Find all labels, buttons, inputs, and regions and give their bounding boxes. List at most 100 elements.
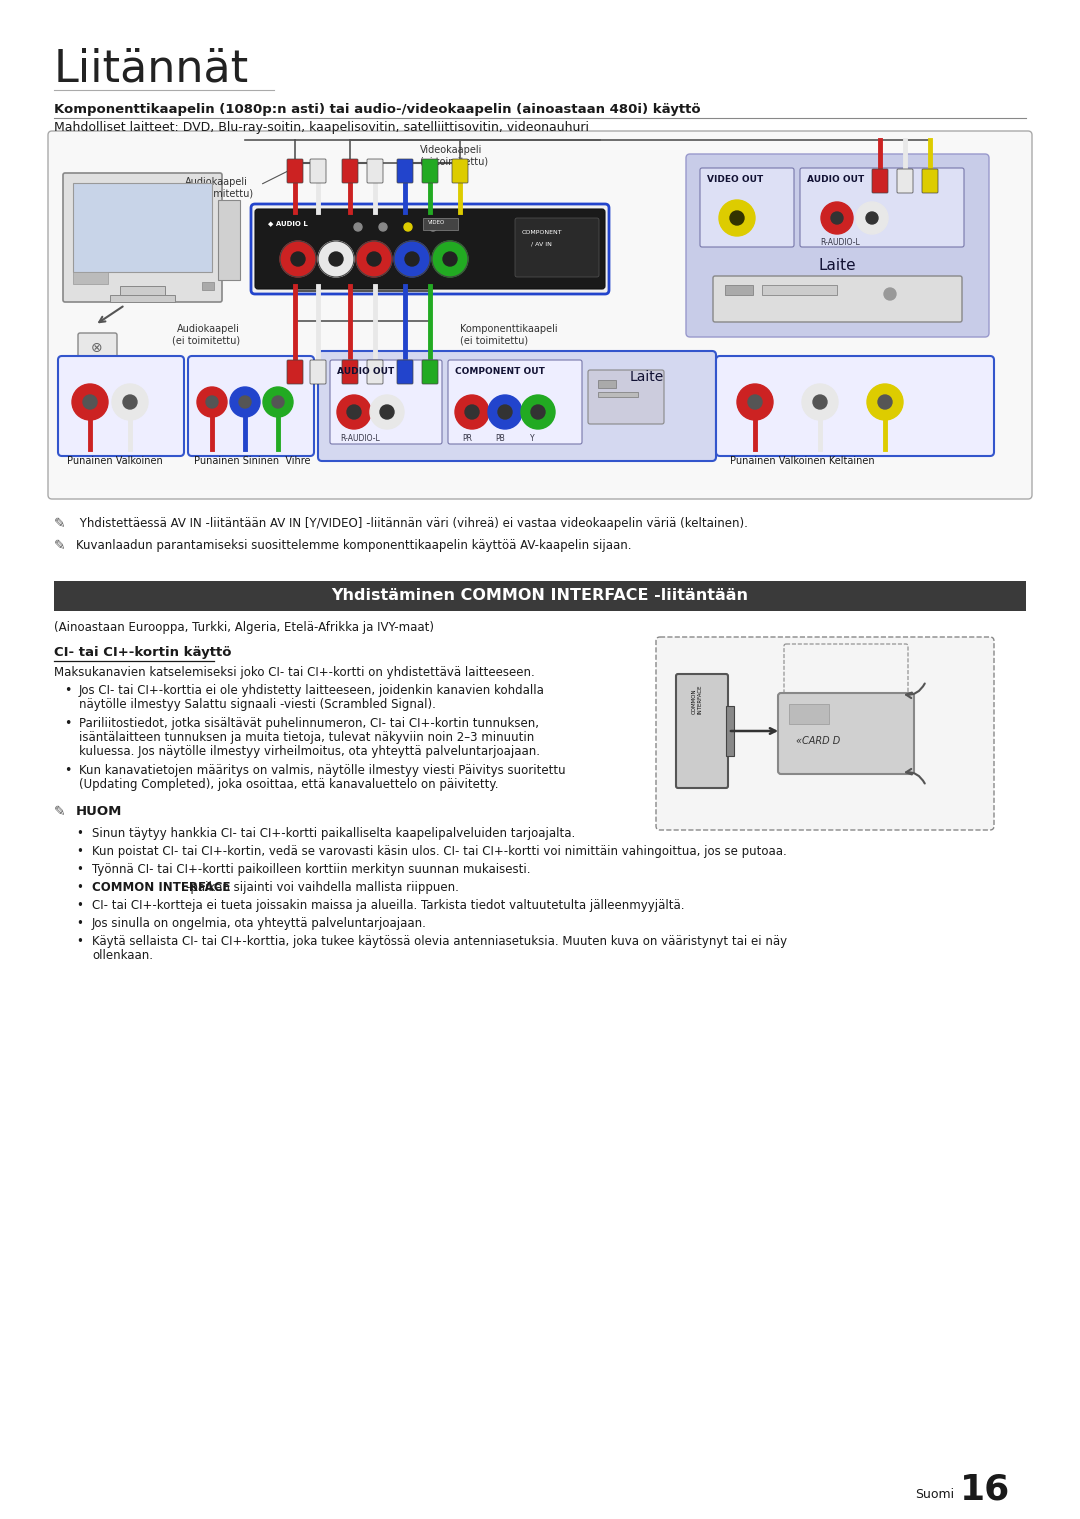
Text: «CARD D: «CARD D (796, 737, 840, 746)
Text: COMPONENT: COMPONENT (522, 229, 563, 235)
Text: -paikan sijainti voi vaihdella mallista riippuen.: -paikan sijainti voi vaihdella mallista … (186, 881, 458, 895)
Text: ◆ AUDIO L: ◆ AUDIO L (268, 220, 308, 226)
Circle shape (404, 223, 411, 231)
FancyBboxPatch shape (63, 173, 222, 302)
Text: Mahdolliset laitteet: DVD, Blu-ray-soitin, kaapelisovitin, satelliittisovitin, v: Mahdolliset laitteet: DVD, Blu-ray-soiti… (54, 122, 589, 134)
Circle shape (356, 242, 392, 276)
Text: COMPONENT OUT: COMPONENT OUT (455, 368, 545, 377)
Text: Videokaapeli
(ei toimitettu): Videokaapeli (ei toimitettu) (420, 144, 488, 167)
Text: Y: Y (530, 434, 535, 444)
Text: Työnnä CI- tai CI+-kortti paikoilleen korttiin merkityn suunnan mukaisesti.: Työnnä CI- tai CI+-kortti paikoilleen ko… (92, 863, 530, 876)
Text: •: • (64, 764, 71, 778)
Text: Audiokaapeli
(ei toimitettu): Audiokaapeli (ei toimitettu) (185, 178, 253, 199)
Text: Laite: Laite (630, 371, 664, 384)
Circle shape (465, 406, 480, 419)
Text: •: • (76, 936, 83, 948)
Bar (598, 380, 616, 387)
Text: Punainen Sininen  Vihre: Punainen Sininen Vihre (194, 456, 311, 466)
Text: PB: PB (495, 434, 504, 444)
Text: Jos CI- tai CI+-korttia ei ole yhdistetty laitteeseen, joidenkin kanavien kohdal: Jos CI- tai CI+-korttia ei ole yhdistett… (79, 684, 545, 697)
FancyBboxPatch shape (58, 355, 184, 456)
Text: •: • (64, 717, 71, 731)
FancyBboxPatch shape (342, 360, 357, 384)
Circle shape (802, 384, 838, 419)
FancyBboxPatch shape (318, 351, 716, 460)
Circle shape (370, 395, 404, 428)
Circle shape (206, 396, 218, 409)
Text: ✎: ✎ (54, 539, 66, 553)
Circle shape (498, 406, 512, 419)
Text: kuluessa. Jos näytölle ilmestyy virheilmoitus, ota yhteyttä palveluntarjoajaan.: kuluessa. Jos näytölle ilmestyy virheilm… (79, 744, 540, 758)
Text: R-AUDIO-L: R-AUDIO-L (340, 434, 380, 444)
FancyBboxPatch shape (453, 159, 468, 182)
Bar (110, 295, 175, 302)
FancyBboxPatch shape (515, 219, 599, 276)
Circle shape (239, 396, 251, 409)
FancyBboxPatch shape (397, 159, 413, 182)
Circle shape (737, 384, 773, 419)
Text: ollenkaan.: ollenkaan. (92, 949, 153, 962)
Text: •: • (76, 917, 83, 930)
Text: Käytä sellaista CI- tai CI+-korttia, joka tukee käytössä olevia antenniasetuksia: Käytä sellaista CI- tai CI+-korttia, jok… (92, 936, 787, 948)
Circle shape (748, 395, 762, 409)
Text: COMMON
INTERFACE: COMMON INTERFACE (692, 684, 703, 714)
FancyBboxPatch shape (367, 360, 383, 384)
FancyBboxPatch shape (342, 159, 357, 182)
FancyBboxPatch shape (367, 159, 383, 182)
Text: isäntälaitteen tunnuksen ja muita tietoja, tulevat näkyviin noin 2–3 minuutin: isäntälaitteen tunnuksen ja muita tietoj… (79, 731, 535, 744)
FancyBboxPatch shape (310, 360, 326, 384)
Text: 16: 16 (960, 1472, 1010, 1505)
Circle shape (531, 406, 545, 419)
Circle shape (856, 202, 888, 234)
Text: •: • (64, 684, 71, 697)
Bar (73, 182, 212, 272)
Text: Laite: Laite (819, 258, 855, 273)
Text: (Ainoastaan Eurooppa, Turkki, Algeria, Etelä-Afrikka ja IVY-maat): (Ainoastaan Eurooppa, Turkki, Algeria, E… (54, 621, 434, 633)
FancyBboxPatch shape (922, 169, 939, 193)
FancyBboxPatch shape (330, 360, 442, 444)
Text: Kuvanlaadun parantamiseksi suosittelemme komponenttikaapelin käyttöä AV-kaapelin: Kuvanlaadun parantamiseksi suosittelemme… (76, 539, 632, 551)
Circle shape (488, 395, 522, 428)
FancyBboxPatch shape (686, 153, 989, 337)
Bar (218, 201, 240, 279)
Text: CI- tai CI+-kortteja ei tueta joissakin maissa ja alueilla. Tarkista tiedot valt: CI- tai CI+-kortteja ei tueta joissakin … (92, 899, 685, 911)
Text: Komponenttikaapelin (1080p:n asti) tai audio-/videokaapelin (ainoastaan 480i) kä: Komponenttikaapelin (1080p:n asti) tai a… (54, 103, 701, 115)
Bar (598, 392, 638, 396)
Bar (54, 580, 1026, 611)
Circle shape (878, 395, 892, 409)
Circle shape (821, 202, 853, 234)
Text: •: • (76, 845, 83, 858)
FancyBboxPatch shape (397, 360, 413, 384)
Text: ⊗: ⊗ (91, 340, 103, 355)
Circle shape (329, 252, 343, 266)
Circle shape (867, 384, 903, 419)
FancyBboxPatch shape (713, 276, 962, 322)
FancyBboxPatch shape (448, 360, 582, 444)
Circle shape (337, 395, 372, 428)
Circle shape (831, 213, 843, 223)
Text: PR: PR (462, 434, 472, 444)
FancyBboxPatch shape (255, 210, 605, 289)
Circle shape (394, 242, 430, 276)
Bar (120, 286, 165, 296)
Circle shape (885, 289, 896, 299)
Text: HUOM: HUOM (76, 805, 122, 819)
Text: VIDEO: VIDEO (428, 220, 445, 225)
Circle shape (272, 396, 284, 409)
Bar (789, 703, 829, 725)
Bar (762, 286, 837, 295)
Bar (423, 219, 458, 229)
Circle shape (813, 395, 827, 409)
FancyBboxPatch shape (287, 360, 303, 384)
Text: näytölle ilmestyy Salattu signaali -viesti (Scrambled Signal).: näytölle ilmestyy Salattu signaali -vies… (79, 699, 436, 711)
Bar (725, 286, 753, 295)
FancyBboxPatch shape (422, 360, 438, 384)
Text: Liitännät: Liitännät (54, 49, 249, 91)
FancyBboxPatch shape (188, 355, 314, 456)
Circle shape (379, 223, 387, 231)
FancyBboxPatch shape (78, 333, 117, 358)
Circle shape (380, 406, 394, 419)
Circle shape (72, 384, 108, 419)
Text: Maksukanavien katselemiseksi joko CI- tai CI+-kortti on yhdistettävä laitteeseen: Maksukanavien katselemiseksi joko CI- ta… (54, 665, 535, 679)
Circle shape (443, 252, 457, 266)
